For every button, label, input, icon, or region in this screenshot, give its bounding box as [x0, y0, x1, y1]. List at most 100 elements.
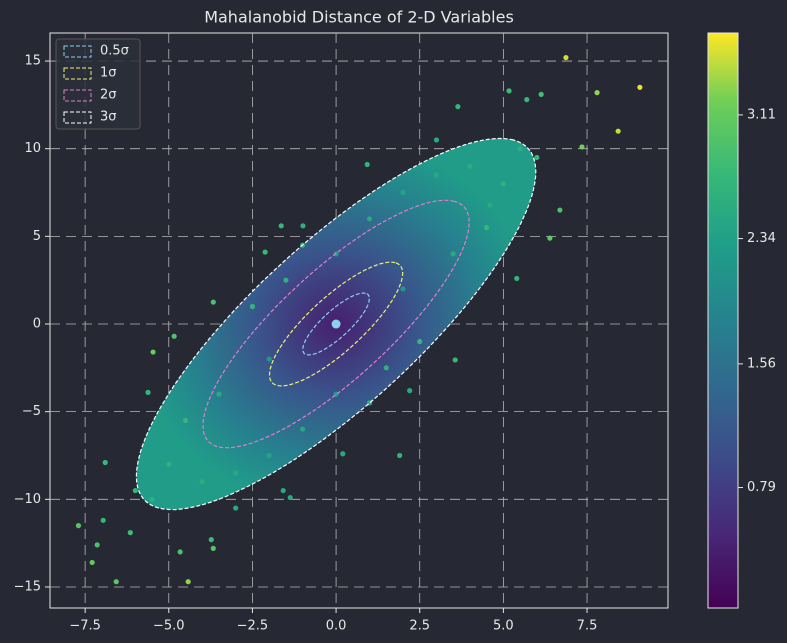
sigma-ellipse	[302, 292, 370, 356]
x-tick-label: 7.5	[577, 619, 598, 634]
point	[538, 91, 544, 97]
legend-label: 3σ	[100, 110, 117, 125]
legend-label: 0.5σ	[100, 44, 129, 59]
point	[127, 530, 133, 536]
colorbar-tick-label: 2.34	[747, 231, 776, 246]
x-tick-label: −7.5	[69, 619, 101, 634]
point	[547, 235, 553, 241]
point	[94, 542, 100, 548]
point	[517, 146, 523, 152]
point	[300, 223, 306, 229]
point	[171, 333, 177, 339]
point	[417, 338, 423, 345]
point	[145, 389, 151, 395]
point	[166, 461, 172, 467]
point	[400, 286, 406, 292]
colorbar	[707, 32, 739, 609]
point	[300, 426, 306, 432]
point	[487, 202, 493, 208]
point	[262, 249, 268, 255]
point	[233, 505, 239, 511]
y-tick-label: 5	[33, 229, 41, 244]
point	[278, 223, 284, 229]
legend-swatch	[63, 67, 92, 80]
legend-box	[55, 38, 141, 130]
point	[637, 84, 643, 90]
point	[455, 104, 461, 110]
legend-label: 2σ	[100, 88, 117, 103]
point	[364, 161, 370, 168]
point	[615, 128, 621, 134]
point	[433, 137, 440, 143]
point	[266, 452, 272, 459]
point	[407, 388, 413, 394]
colorbar-tick-label: 3.11	[747, 107, 776, 122]
x-tick-label: −5.0	[153, 619, 185, 634]
point	[150, 349, 156, 355]
x-tick-label: 5.0	[493, 619, 514, 634]
point	[249, 303, 256, 310]
point	[534, 154, 540, 161]
point	[177, 549, 183, 555]
point	[113, 579, 119, 585]
point	[500, 181, 506, 187]
point	[208, 537, 214, 543]
point	[75, 523, 82, 529]
legend-swatch	[63, 111, 92, 124]
point	[397, 452, 403, 459]
sigma-ellipse	[135, 137, 537, 511]
sigma-ellipse	[202, 199, 470, 449]
point	[366, 216, 373, 222]
legend-swatch	[63, 89, 92, 102]
point	[233, 470, 239, 476]
point	[149, 496, 155, 502]
point	[210, 299, 216, 305]
y-tick-label: −10	[14, 492, 41, 507]
point	[557, 207, 563, 213]
plot-area	[49, 32, 669, 609]
point	[579, 144, 585, 150]
chart-title: Mahalanobid Distance of 2-D Variables	[204, 8, 514, 27]
point	[102, 459, 108, 466]
point	[280, 487, 286, 494]
point	[266, 356, 272, 362]
x-tick-label: 0.0	[326, 619, 347, 634]
point	[514, 275, 520, 282]
point	[287, 494, 293, 501]
colorbar-tick-label: 1.56	[747, 356, 776, 371]
y-tick-label: 0	[33, 317, 41, 332]
point	[433, 172, 440, 178]
point	[524, 97, 530, 103]
point	[100, 517, 106, 523]
point	[132, 487, 138, 494]
center-point	[331, 319, 341, 329]
y-tick-label: 15	[24, 54, 41, 69]
point	[340, 451, 346, 457]
legend-label: 1σ	[100, 66, 117, 81]
point	[563, 54, 569, 61]
sigma-ellipse	[268, 261, 404, 387]
point	[506, 88, 512, 94]
point	[185, 579, 191, 585]
point	[400, 189, 406, 196]
point	[450, 251, 456, 257]
point	[199, 479, 205, 485]
y-tick-label: 10	[24, 141, 41, 156]
y-tick-label: −5	[22, 404, 41, 419]
legend-swatch	[63, 45, 92, 58]
colorbar-tick-label: 0.79	[747, 480, 776, 495]
point	[216, 391, 222, 397]
point	[383, 365, 389, 371]
point	[594, 90, 600, 96]
y-tick-label: −15	[14, 579, 41, 594]
point	[182, 417, 189, 424]
point	[283, 277, 289, 283]
point	[210, 545, 216, 551]
point	[89, 559, 95, 566]
point	[467, 163, 473, 169]
point	[484, 224, 490, 231]
point	[452, 357, 458, 363]
x-tick-label: 2.5	[409, 619, 430, 634]
x-tick-label: −2.5	[237, 619, 269, 634]
